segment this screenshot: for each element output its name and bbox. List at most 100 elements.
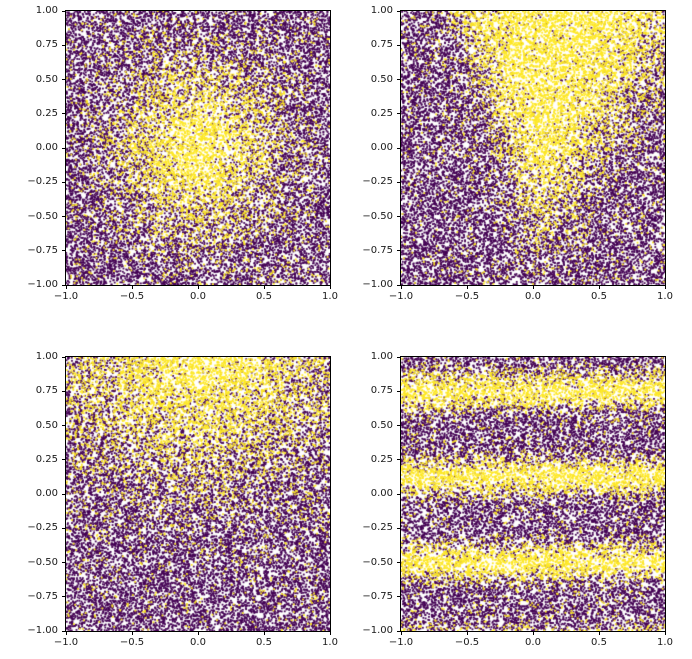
y-tick-label: −0.25 bbox=[27, 176, 58, 188]
x-tick-label: −1.0 bbox=[388, 291, 414, 302]
y-tick-label: 0.50 bbox=[370, 73, 393, 85]
x-tick-label: 0.5 bbox=[256, 291, 272, 302]
x-tick-label: 0.0 bbox=[190, 637, 206, 648]
x-tick-mark bbox=[598, 285, 600, 289]
y-tick-mark bbox=[62, 44, 66, 46]
y-tick-label: −0.75 bbox=[27, 590, 58, 602]
subplot-1: 1.00 0.75 0.50 0.25 0.00 −0.25 −0.50 −0.75 −1.00… bbox=[27, 6, 338, 302]
y-tick-label: −0.25 bbox=[362, 176, 393, 188]
x-tick-label: 0.0 bbox=[190, 291, 206, 302]
y-tick-mark bbox=[397, 147, 401, 149]
x-tick-mark bbox=[532, 631, 534, 635]
x-tick-mark bbox=[664, 631, 666, 635]
x-tick-label: −0.5 bbox=[454, 637, 480, 648]
y-tick-mark bbox=[397, 44, 401, 46]
y-tick-label: 0.25 bbox=[370, 107, 393, 119]
y-tick-mark bbox=[62, 390, 66, 392]
x-tick-mark bbox=[263, 285, 265, 289]
y-tick-mark bbox=[62, 562, 66, 563]
x-tick-label: 0.0 bbox=[525, 291, 541, 302]
y-tick-mark bbox=[397, 562, 401, 563]
y-tick-mark bbox=[62, 79, 66, 80]
y-tick-label: −1.00 bbox=[27, 625, 58, 636]
y-tick-mark bbox=[397, 493, 401, 495]
y-tick-mark bbox=[397, 113, 401, 115]
x-tick-mark bbox=[466, 631, 468, 635]
y-tick-label: −1.00 bbox=[362, 625, 393, 636]
y-tick-mark bbox=[397, 284, 401, 286]
y-tick-label: 1.00 bbox=[370, 351, 393, 362]
x-tick-label: 0.5 bbox=[256, 637, 272, 648]
y-tick-mark bbox=[62, 10, 66, 12]
x-tick-mark bbox=[197, 285, 199, 289]
y-tick-mark bbox=[397, 181, 401, 183]
y-tick-mark bbox=[62, 181, 66, 183]
x-tick-mark bbox=[65, 285, 67, 289]
y-tick-mark bbox=[62, 527, 66, 529]
subplot-2: 1.00 0.75 0.50 0.25 0.00 −0.25 −0.50 −0.75 −1.00… bbox=[362, 6, 673, 302]
y-tick-label: 0.50 bbox=[370, 419, 393, 431]
y-tick-mark bbox=[397, 390, 401, 392]
y-tick-mark bbox=[62, 356, 66, 358]
y-tick-label: 0.50 bbox=[35, 73, 58, 85]
y-tick-label: −0.75 bbox=[362, 590, 393, 602]
y-tick-mark bbox=[62, 113, 66, 115]
subplot-4: 1.00 0.75 0.50 0.25 0.00 −0.25 −0.50 −0.75 −1.00… bbox=[362, 352, 673, 648]
y-tick-mark bbox=[62, 596, 66, 598]
x-tick-label: 1.0 bbox=[657, 637, 673, 648]
y-tick-label: 0.00 bbox=[35, 142, 58, 153]
subplot-3: 1.00 0.75 0.50 0.25 0.00 −0.25 −0.50 −0.75 −1.00… bbox=[27, 352, 338, 648]
y-tick-mark bbox=[397, 79, 401, 80]
y-tick-label: −1.00 bbox=[362, 279, 393, 290]
y-tick-label: 0.75 bbox=[35, 39, 58, 51]
y-tick-mark bbox=[397, 216, 401, 217]
y-tick-mark bbox=[397, 527, 401, 529]
y-tick-mark bbox=[62, 630, 66, 632]
y-tick-mark bbox=[397, 630, 401, 632]
x-tick-label: −1.0 bbox=[388, 637, 414, 648]
y-tick-mark bbox=[397, 10, 401, 12]
x-tick-mark bbox=[664, 285, 666, 289]
y-tick-label: 1.00 bbox=[35, 5, 58, 16]
y-tick-label: 0.75 bbox=[370, 385, 393, 397]
y-tick-mark bbox=[62, 493, 66, 495]
y-tick-label: 0.00 bbox=[370, 142, 393, 153]
y-tick-mark bbox=[62, 216, 66, 217]
y-tick-label: 0.25 bbox=[370, 453, 393, 465]
y-tick-mark bbox=[62, 250, 66, 252]
y-tick-mark bbox=[397, 250, 401, 252]
x-tick-label: 0.5 bbox=[591, 291, 607, 302]
y-tick-label: 0.75 bbox=[35, 385, 58, 397]
scatter-canvas bbox=[66, 11, 330, 285]
x-tick-mark bbox=[65, 631, 67, 635]
scatter-canvas bbox=[66, 357, 330, 631]
x-tick-mark bbox=[131, 631, 133, 635]
y-tick-label: 0.50 bbox=[35, 419, 58, 431]
x-tick-label: −0.5 bbox=[119, 291, 145, 302]
y-tick-label: −0.50 bbox=[362, 210, 393, 222]
x-tick-mark bbox=[329, 285, 331, 289]
x-tick-label: −0.5 bbox=[454, 291, 480, 302]
x-tick-mark bbox=[400, 631, 402, 635]
y-tick-label: −0.50 bbox=[362, 556, 393, 568]
y-tick-mark bbox=[62, 284, 66, 286]
scatter-canvas bbox=[401, 357, 665, 631]
x-tick-label: −0.5 bbox=[119, 637, 145, 648]
x-tick-mark bbox=[598, 631, 600, 635]
x-tick-label: 0.5 bbox=[591, 637, 607, 648]
y-tick-label: −0.50 bbox=[27, 210, 58, 222]
y-tick-mark bbox=[397, 596, 401, 598]
x-tick-mark bbox=[197, 631, 199, 635]
y-tick-mark bbox=[62, 459, 66, 461]
scatter-canvas bbox=[401, 11, 665, 285]
x-tick-label: −1.0 bbox=[53, 637, 79, 648]
x-tick-label: −1.0 bbox=[53, 291, 79, 302]
y-tick-mark bbox=[62, 425, 66, 426]
x-tick-mark bbox=[329, 631, 331, 635]
y-tick-label: −0.50 bbox=[27, 556, 58, 568]
y-tick-label: −0.25 bbox=[362, 522, 393, 534]
y-tick-label: 0.25 bbox=[35, 107, 58, 119]
y-tick-label: 1.00 bbox=[35, 351, 58, 362]
y-tick-label: −0.75 bbox=[362, 244, 393, 256]
